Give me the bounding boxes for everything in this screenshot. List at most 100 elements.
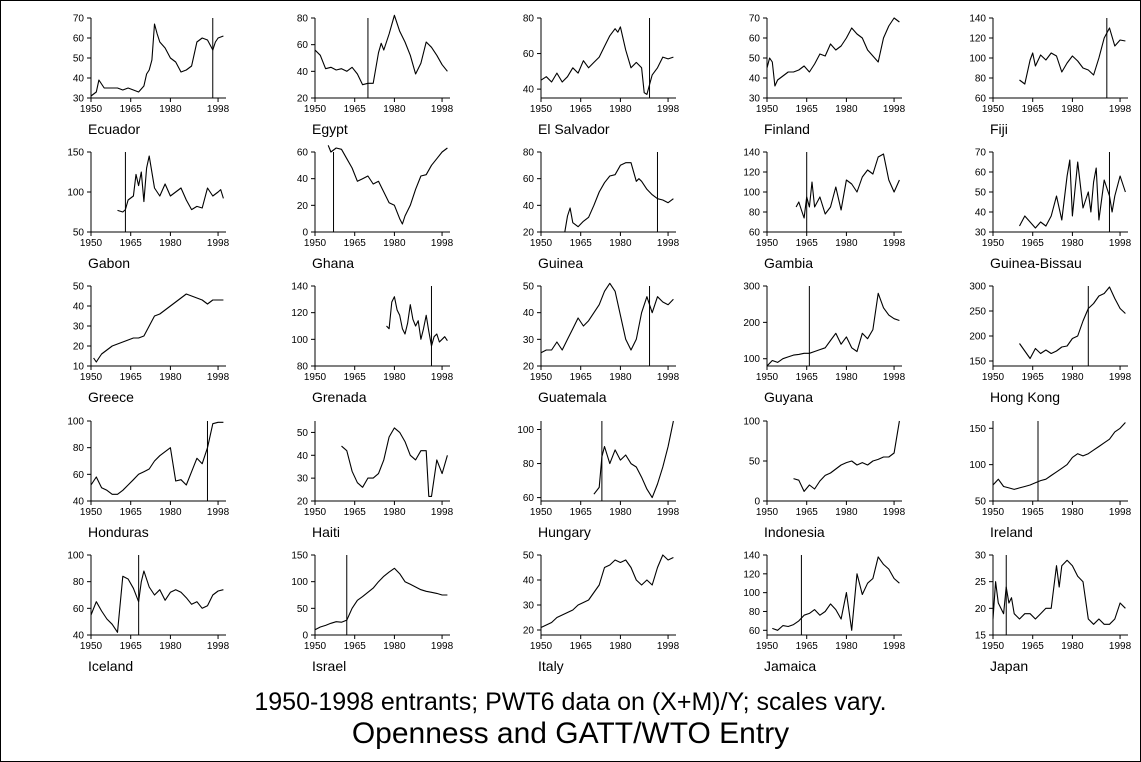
y-tick-label: 40 xyxy=(73,631,85,642)
y-tick-label: 150 xyxy=(291,551,308,562)
y-tick-label: 70 xyxy=(73,14,85,25)
x-tick-label: 1965 xyxy=(796,104,819,115)
y-tick-label: 40 xyxy=(523,85,535,96)
y-tick-label: 40 xyxy=(523,201,535,212)
x-tick-label: 1998 xyxy=(207,238,230,249)
openness-series-egypt xyxy=(314,14,448,86)
x-tick-label: 1980 xyxy=(383,372,406,383)
x-tick-label: 1950 xyxy=(756,372,779,383)
y-tick-label: 100 xyxy=(743,188,760,199)
y-tick-label: 40 xyxy=(297,174,309,185)
panel-guatemala: 20 30 40 50 1950 1965 1980 1998 Guatemala xyxy=(523,282,680,406)
panel-el-salvador: 40 60 80 1950 1965 1980 1998 El Salvador xyxy=(523,14,680,138)
panel-fiji: 60 80 100 120 140 1950 1965 1980 1998 Fiji xyxy=(969,14,1131,138)
y-tick-label: 20 xyxy=(523,626,535,637)
x-tick-label: 1998 xyxy=(207,104,230,115)
x-tick-label: 1950 xyxy=(80,507,103,518)
y-tick-label: 100 xyxy=(743,354,760,365)
x-tick-label: 1980 xyxy=(609,372,632,383)
x-tick-label: 1965 xyxy=(1022,238,1045,249)
y-tick-label: 80 xyxy=(73,577,85,588)
x-tick-label: 1965 xyxy=(120,238,143,249)
panel-gabon: 50 100 150 1950 1965 1980 1998 Gabon xyxy=(67,148,229,272)
x-tick-label: 1965 xyxy=(120,104,143,115)
panel-indonesia: 0 50 100 1950 1965 1980 1998 Indonesia xyxy=(743,417,905,541)
country-label-fiji: Fiji xyxy=(990,121,1008,137)
country-label-honduras: Honduras xyxy=(88,524,149,540)
y-tick-label: 40 xyxy=(73,497,85,508)
x-tick-label: 1965 xyxy=(796,372,819,383)
country-label-guinea: Guinea xyxy=(538,255,583,271)
y-tick-label: 50 xyxy=(73,228,85,239)
x-tick-label: 1980 xyxy=(609,104,632,115)
x-tick-label: 1998 xyxy=(883,372,906,383)
y-tick-label: 60 xyxy=(297,40,309,51)
y-tick-label: 30 xyxy=(297,474,309,485)
x-tick-label: 1950 xyxy=(304,238,327,249)
x-tick-label: 1980 xyxy=(159,238,182,249)
openness-series-el-salvador xyxy=(540,26,674,95)
x-tick-label: 1980 xyxy=(1061,641,1084,652)
y-tick-label: 60 xyxy=(523,174,535,185)
panel-greece: 10 20 30 40 50 1950 1965 1980 1998 Greece xyxy=(73,282,230,406)
panel-gambia: 60 80 100 120 140 1950 1965 1980 1998 Gambia xyxy=(743,148,905,272)
panel-ecuador: 30 40 50 60 70 1950 1965 1980 1998 Ecuador xyxy=(73,14,230,138)
openness-series-ireland xyxy=(992,422,1126,490)
y-tick-label: 140 xyxy=(291,282,308,293)
x-tick-label: 1950 xyxy=(80,372,103,383)
x-tick-label: 1965 xyxy=(570,372,593,383)
y-tick-label: 40 xyxy=(523,308,535,319)
x-tick-label: 1965 xyxy=(796,507,819,518)
x-tick-label: 1950 xyxy=(982,104,1005,115)
panel-guinea-bissau: 30 40 50 60 70 1950 1965 1980 1998 Guinea-Bissau xyxy=(975,148,1132,272)
y-tick-label: 30 xyxy=(73,322,85,333)
x-tick-label: 1965 xyxy=(1022,372,1045,383)
openness-series-guinea xyxy=(564,162,674,233)
openness-series-guyana xyxy=(766,292,900,367)
y-tick-label: 30 xyxy=(975,551,987,562)
x-tick-label: 1980 xyxy=(835,507,858,518)
country-label-hungary: Hungary xyxy=(538,524,591,540)
y-tick-label: 20 xyxy=(975,604,987,615)
x-tick-label: 1998 xyxy=(1109,104,1132,115)
x-tick-label: 1980 xyxy=(609,238,632,249)
country-label-gambia: Gambia xyxy=(764,255,813,271)
y-tick-label: 100 xyxy=(517,425,534,436)
openness-series-ecuador xyxy=(90,23,224,97)
x-tick-label: 1998 xyxy=(207,641,230,652)
x-tick-label: 1950 xyxy=(530,104,553,115)
country-label-el-salvador: El Salvador xyxy=(538,121,610,137)
y-tick-label: 200 xyxy=(743,318,760,329)
y-tick-label: 50 xyxy=(523,282,535,293)
y-tick-label: 0 xyxy=(302,631,308,642)
panel-egypt: 20 40 60 80 1950 1965 1980 1998 Egypt xyxy=(297,14,454,138)
x-tick-label: 1950 xyxy=(530,641,553,652)
y-tick-label: 50 xyxy=(975,188,987,199)
y-tick-label: 80 xyxy=(749,607,761,618)
y-tick-label: 80 xyxy=(975,74,987,85)
y-tick-label: 70 xyxy=(749,14,761,25)
x-tick-label: 1998 xyxy=(657,641,680,652)
country-label-ghana: Ghana xyxy=(312,255,354,271)
x-tick-label: 1998 xyxy=(657,238,680,249)
y-tick-label: 140 xyxy=(743,551,760,562)
x-tick-label: 1980 xyxy=(1061,372,1084,383)
y-tick-label: 60 xyxy=(749,626,761,637)
openness-series-ghana xyxy=(327,145,448,225)
y-tick-label: 20 xyxy=(73,342,85,353)
y-tick-label: 120 xyxy=(743,168,760,179)
panel-israel: 0 50 100 150 1950 1965 1980 1998 Israel xyxy=(291,551,453,675)
openness-series-hungary xyxy=(593,420,674,499)
y-tick-label: 100 xyxy=(291,335,308,346)
x-tick-label: 1980 xyxy=(1061,238,1084,249)
y-tick-label: 100 xyxy=(969,54,986,65)
y-tick-label: 140 xyxy=(743,148,760,159)
y-tick-label: 10 xyxy=(73,362,85,373)
y-tick-label: 80 xyxy=(523,148,535,159)
x-tick-label: 1998 xyxy=(883,507,906,518)
y-tick-label: 100 xyxy=(743,588,760,599)
openness-series-japan xyxy=(992,559,1126,625)
y-tick-label: 100 xyxy=(743,417,760,428)
y-tick-label: 140 xyxy=(969,14,986,25)
x-tick-label: 1950 xyxy=(80,238,103,249)
